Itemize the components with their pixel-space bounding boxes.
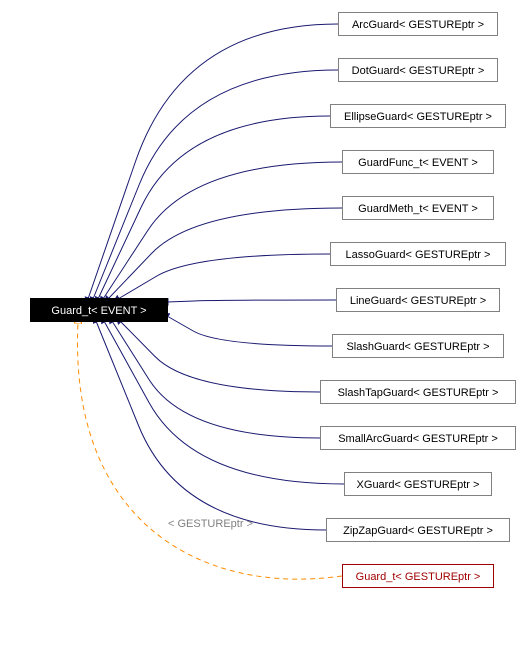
inheritance-edge-6 [167, 300, 336, 302]
inheritance-edge-7 [167, 316, 332, 346]
child-node-11[interactable]: ZipZapGuard< GESTUREptr > [326, 518, 510, 542]
child-node-2[interactable]: EllipseGuard< GESTUREptr > [330, 104, 506, 128]
child-node-1[interactable]: DotGuard< GESTUREptr > [338, 58, 498, 82]
inheritance-edge-0 [88, 24, 338, 299]
inheritance-edge-4 [108, 208, 342, 299]
child-node-0[interactable]: ArcGuard< GESTUREptr > [338, 12, 498, 36]
child-node-4[interactable]: GuardMeth_t< EVENT > [342, 196, 494, 220]
child-node-10[interactable]: XGuard< GESTUREptr > [344, 472, 492, 496]
child-node-5[interactable]: LassoGuard< GESTUREptr > [330, 242, 506, 266]
inheritance-edge-1 [93, 70, 338, 299]
child-node-8[interactable]: SlashTapGuard< GESTUREptr > [320, 380, 516, 404]
special-child-node[interactable]: Guard_t< GESTUREptr > [342, 564, 494, 588]
root-node[interactable]: Guard_t< EVENT > [30, 298, 168, 322]
solid-edges-group [88, 24, 344, 530]
dashed-edges-group [77, 322, 342, 579]
inheritance-edge-11 [96, 321, 326, 530]
child-node-6[interactable]: LineGuard< GESTUREptr > [336, 288, 500, 312]
edge-label: < GESTUREptr > [168, 518, 253, 530]
template-edge [77, 322, 342, 579]
child-node-9[interactable]: SmallArcGuard< GESTUREptr > [320, 426, 516, 450]
inheritance-edge-2 [98, 116, 330, 299]
inheritance-edge-3 [103, 162, 342, 299]
inheritance-edge-5 [118, 254, 330, 299]
child-node-7[interactable]: SlashGuard< GESTUREptr > [332, 334, 504, 358]
child-node-3[interactable]: GuardFunc_t< EVENT > [342, 150, 494, 174]
